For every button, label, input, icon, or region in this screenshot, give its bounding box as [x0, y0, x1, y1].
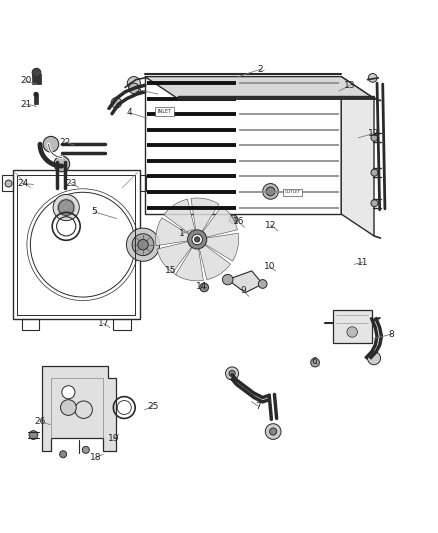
Circle shape — [371, 200, 378, 207]
Circle shape — [62, 386, 75, 399]
Text: 22: 22 — [60, 138, 71, 147]
Circle shape — [192, 234, 202, 245]
Circle shape — [270, 428, 277, 435]
Circle shape — [265, 424, 281, 439]
Circle shape — [127, 228, 159, 261]
Circle shape — [187, 230, 207, 249]
Polygon shape — [199, 245, 230, 280]
Circle shape — [368, 74, 377, 82]
Text: OUTLET: OUTLET — [284, 190, 300, 194]
Polygon shape — [157, 241, 192, 273]
Circle shape — [82, 446, 89, 454]
Polygon shape — [191, 198, 219, 232]
Circle shape — [371, 169, 378, 176]
Text: 7: 7 — [255, 402, 261, 411]
Circle shape — [129, 83, 139, 94]
Polygon shape — [176, 247, 203, 281]
Text: 9: 9 — [240, 286, 246, 295]
Text: 11: 11 — [357, 257, 369, 266]
Polygon shape — [332, 310, 372, 343]
Text: INLET: INLET — [157, 109, 172, 114]
Text: 2: 2 — [258, 64, 263, 74]
Text: 8: 8 — [389, 330, 394, 338]
Polygon shape — [145, 77, 374, 99]
Circle shape — [5, 180, 12, 187]
Circle shape — [229, 370, 235, 376]
Text: 21: 21 — [20, 100, 31, 109]
Text: 23: 23 — [65, 179, 76, 188]
Text: 3: 3 — [135, 85, 141, 94]
Circle shape — [29, 431, 38, 439]
Circle shape — [54, 156, 70, 172]
Polygon shape — [156, 218, 190, 246]
Circle shape — [138, 239, 148, 250]
Circle shape — [75, 401, 92, 418]
Text: 14: 14 — [196, 281, 207, 290]
Polygon shape — [42, 366, 117, 451]
Text: 26: 26 — [34, 417, 46, 426]
Circle shape — [53, 195, 79, 221]
Text: 10: 10 — [264, 262, 275, 271]
Circle shape — [60, 400, 76, 415]
Text: 18: 18 — [90, 453, 102, 462]
Circle shape — [311, 358, 319, 367]
Circle shape — [34, 92, 38, 96]
Circle shape — [347, 327, 357, 337]
Circle shape — [127, 77, 141, 90]
Circle shape — [226, 367, 239, 380]
Circle shape — [258, 280, 267, 288]
Circle shape — [43, 136, 59, 152]
Circle shape — [223, 274, 233, 285]
Text: 1: 1 — [179, 229, 185, 238]
Polygon shape — [164, 199, 195, 234]
Circle shape — [111, 98, 122, 108]
Polygon shape — [34, 95, 38, 104]
Text: 15: 15 — [165, 266, 177, 276]
Polygon shape — [205, 233, 239, 261]
Text: 16: 16 — [233, 217, 244, 227]
Circle shape — [32, 68, 41, 77]
Circle shape — [266, 187, 275, 196]
Circle shape — [263, 183, 279, 199]
Circle shape — [200, 283, 208, 292]
Circle shape — [60, 451, 67, 458]
Circle shape — [194, 237, 200, 242]
Text: 20: 20 — [20, 76, 31, 85]
Polygon shape — [202, 206, 237, 237]
Text: 17: 17 — [98, 319, 109, 328]
Text: 12: 12 — [368, 129, 380, 138]
Text: 25: 25 — [147, 402, 158, 411]
Text: 13: 13 — [344, 81, 356, 90]
Circle shape — [371, 134, 378, 141]
Text: 24: 24 — [17, 179, 28, 188]
Text: 4: 4 — [127, 108, 132, 117]
Polygon shape — [341, 77, 374, 236]
Polygon shape — [32, 75, 41, 84]
Polygon shape — [228, 271, 263, 293]
Text: 6: 6 — [311, 357, 317, 366]
Text: 12: 12 — [265, 221, 276, 230]
Circle shape — [229, 215, 238, 224]
Circle shape — [132, 234, 154, 256]
Text: 19: 19 — [108, 434, 119, 443]
Circle shape — [367, 352, 381, 365]
Text: 5: 5 — [92, 207, 97, 216]
Circle shape — [58, 200, 74, 215]
